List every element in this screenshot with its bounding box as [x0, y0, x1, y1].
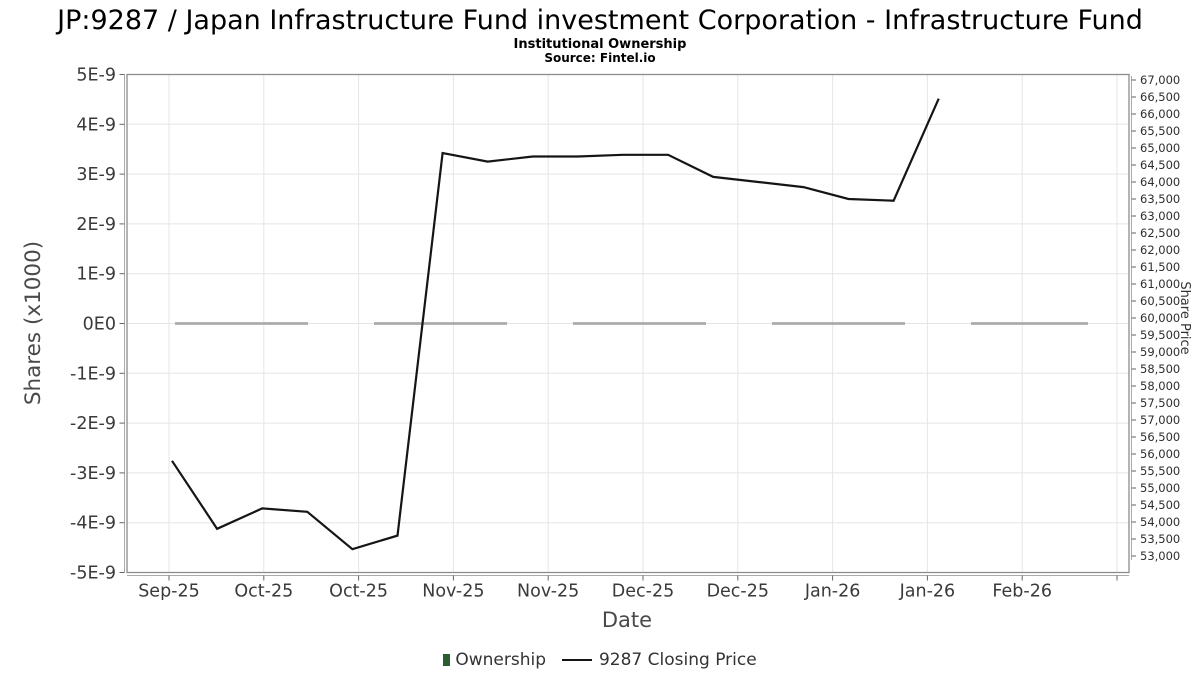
svg-text:61,000: 61,000 [1140, 277, 1180, 291]
svg-text:64,500: 64,500 [1140, 158, 1180, 172]
axes [124, 73, 1132, 576]
svg-text:-4E-9: -4E-9 [70, 514, 116, 534]
svg-text:65,000: 65,000 [1140, 141, 1180, 155]
svg-text:54,000: 54,000 [1140, 515, 1180, 529]
svg-text:58,000: 58,000 [1140, 379, 1180, 393]
svg-text:Feb-26: Feb-26 [992, 582, 1052, 602]
svg-text:Oct-25: Oct-25 [329, 582, 388, 602]
svg-text:Dec-25: Dec-25 [707, 582, 769, 602]
svg-text:1E-9: 1E-9 [76, 265, 116, 285]
svg-text:Jan-26: Jan-26 [804, 582, 861, 602]
svg-text:Oct-25: Oct-25 [234, 582, 293, 602]
svg-text:4E-9: 4E-9 [76, 115, 116, 135]
price-legend-marker-icon [561, 658, 592, 662]
right-tick-labels: 67,000 66,500 66,000 65,500 65,000 64,500 64,0… [1140, 73, 1180, 563]
svg-text:56,000: 56,000 [1140, 447, 1180, 461]
ownership-legend-marker-icon [443, 654, 451, 666]
svg-text:56,500: 56,500 [1140, 430, 1180, 444]
chart-plot-layer: Sep-25 Oct-25 Oct-25 Nov-25 Nov-25 Dec-25 Dec-… [70, 66, 1180, 602]
price-line [171, 98, 940, 551]
svg-text:62,000: 62,000 [1140, 243, 1180, 257]
x-tick-labels: Sep-25 Oct-25 Oct-25 Nov-25 Nov-25 Dec-25 Dec-… [138, 582, 1052, 602]
svg-text:62,500: 62,500 [1140, 226, 1180, 240]
right-axis-title: Share Price [1177, 281, 1192, 354]
svg-text:53,000: 53,000 [1140, 549, 1180, 563]
svg-text:0E0: 0E0 [83, 315, 116, 335]
svg-text:2E-9: 2E-9 [76, 215, 116, 235]
svg-text:Sep-25: Sep-25 [138, 582, 200, 602]
svg-text:60,000: 60,000 [1140, 311, 1180, 325]
chart-title: JP:9287 / Japan Infrastructure Fund inve… [57, 5, 1143, 36]
price-legend-label: 9287 Closing Price [598, 650, 757, 670]
svg-text:-2E-9: -2E-9 [70, 414, 116, 434]
svg-text:Dec-25: Dec-25 [612, 582, 674, 602]
chart-subtitle: Institutional Ownership [513, 37, 687, 52]
svg-text:61,500: 61,500 [1140, 260, 1180, 274]
svg-text:67,000: 67,000 [1140, 73, 1180, 87]
ownership-legend-label: Ownership [455, 650, 546, 670]
svg-text:60,500: 60,500 [1140, 294, 1180, 308]
svg-text:57,000: 57,000 [1140, 413, 1180, 427]
svg-text:Jan-26: Jan-26 [899, 582, 956, 602]
svg-text:-3E-9: -3E-9 [70, 464, 116, 484]
svg-text:58,500: 58,500 [1140, 362, 1180, 376]
svg-text:3E-9: 3E-9 [76, 165, 116, 185]
svg-text:66,500: 66,500 [1140, 90, 1180, 104]
svg-text:55,000: 55,000 [1140, 481, 1180, 495]
svg-text:63,000: 63,000 [1140, 209, 1180, 223]
svg-text:59,000: 59,000 [1140, 345, 1180, 359]
chart-source-label: Source: Fintel.io [544, 51, 656, 65]
svg-text:Nov-25: Nov-25 [422, 582, 484, 602]
svg-text:65,500: 65,500 [1140, 124, 1180, 138]
axis-ticks [119, 74, 1136, 581]
svg-text:59,500: 59,500 [1140, 328, 1180, 342]
left-axis-title: Shares (x1000) [21, 241, 46, 405]
svg-text:-5E-9: -5E-9 [70, 564, 116, 584]
legend: Ownership 9287 Closing Price [0, 648, 1200, 672]
svg-text:5E-9: 5E-9 [76, 66, 116, 86]
svg-text:53,500: 53,500 [1140, 532, 1180, 546]
x-axis-title: Date [602, 608, 652, 632]
left-tick-labels: 5E-9 4E-9 3E-9 2E-9 1E-9 0E0 -1E-9 -2E-9 -3E-9 -4… [70, 66, 116, 584]
svg-text:63,500: 63,500 [1140, 192, 1180, 206]
svg-text:54,500: 54,500 [1140, 498, 1180, 512]
svg-text:64,000: 64,000 [1140, 175, 1180, 189]
svg-text:-1E-9: -1E-9 [70, 364, 116, 384]
svg-text:55,500: 55,500 [1140, 464, 1180, 478]
svg-text:57,500: 57,500 [1140, 396, 1180, 410]
svg-text:66,000: 66,000 [1140, 107, 1180, 121]
svg-text:Nov-25: Nov-25 [517, 582, 579, 602]
